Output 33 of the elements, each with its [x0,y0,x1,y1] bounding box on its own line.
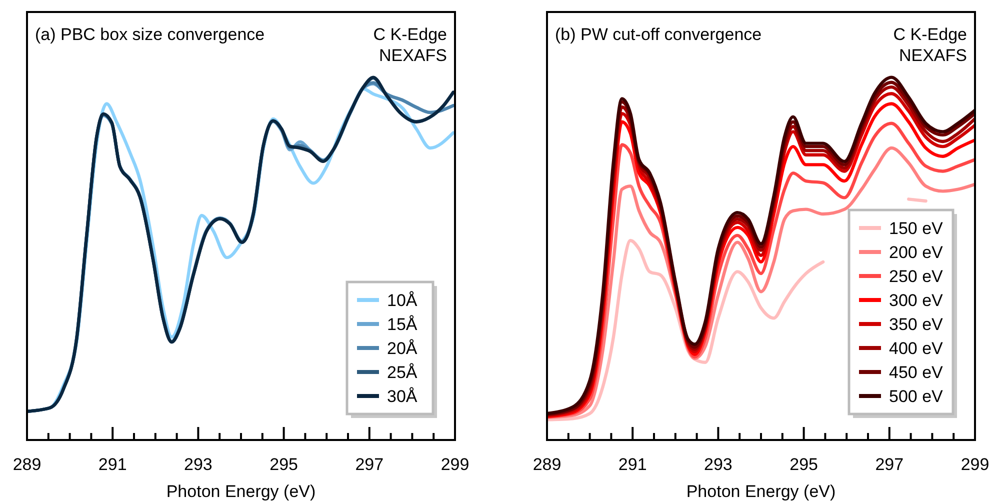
legend-label: 30Å [387,387,418,406]
x-tick-label: 289 [12,455,42,474]
legend-label: 10Å [387,291,418,310]
x-tick-label: 293 [184,455,212,474]
x-tick-label: 289 [532,455,562,474]
x-tick-label: 293 [704,455,732,474]
x-tick-label: 297 [355,455,384,474]
x-tick-label: 291 [98,455,127,474]
x-tick-label: 295 [270,455,298,474]
legend-label: 300 eV [889,291,944,310]
legend-label: 500 eV [889,387,944,406]
text: C K-Edge [893,25,967,44]
x-tick-label: 291 [618,455,647,474]
legend-label: 150 eV [889,219,944,238]
chart-title: (b) PW cut-off convergence [555,25,762,44]
legend-label: 250 eV [889,267,944,286]
x-tick-label: 297 [875,455,904,474]
legend-label: 200 eV [889,243,944,262]
text: C K-Edge [373,25,447,44]
x-tick-label: 299 [960,455,990,474]
legend-label: 450 eV [889,363,944,382]
x-axis-title: Photon Energy (eV) [686,482,836,501]
legend-label: 350 eV [889,315,944,334]
chart-title: (a) PBC box size convergence [35,25,265,44]
legend-label: 20Å [387,339,418,358]
x-tick-label: 295 [790,455,818,474]
legend-label: 15Å [387,315,418,334]
legend-label: 400 eV [889,339,944,358]
legend-label: 25Å [387,363,418,382]
x-axis-title: Photon Energy (eV) [166,482,316,501]
x-tick-label: 299 [440,455,470,474]
text: NEXAFS [378,46,447,65]
text: NEXAFS [898,46,967,65]
